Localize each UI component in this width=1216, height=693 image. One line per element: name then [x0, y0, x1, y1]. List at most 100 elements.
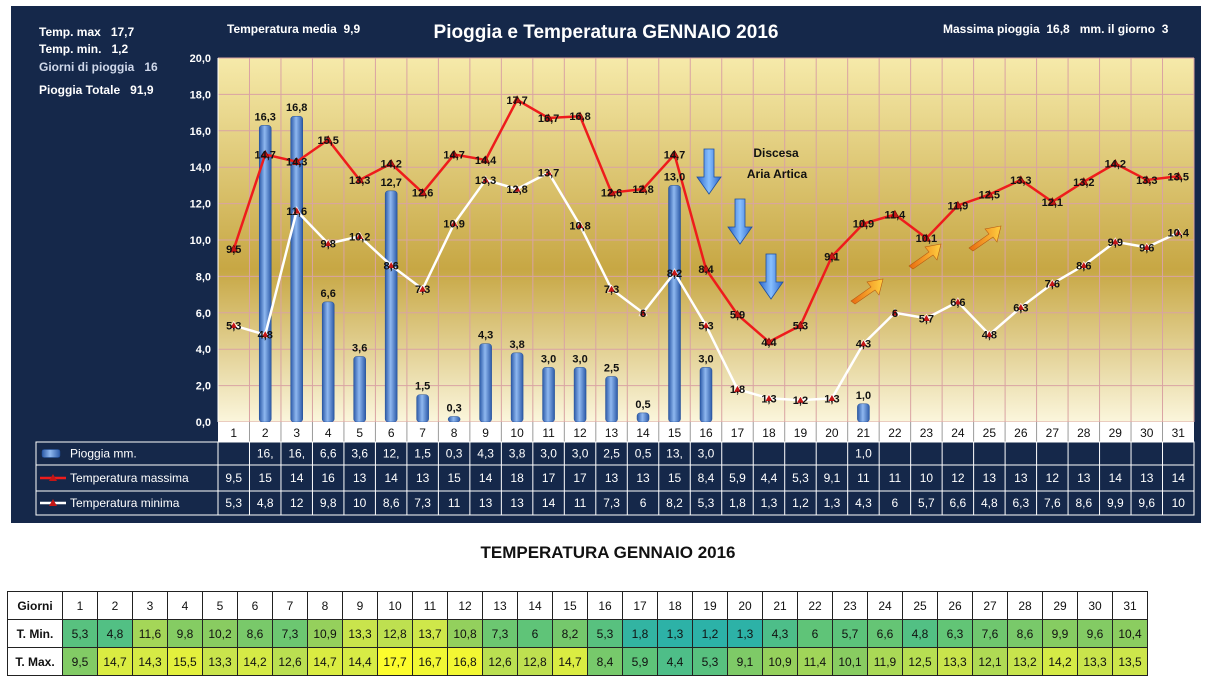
- tmax-marker: [669, 149, 680, 158]
- table-cell: 6,6: [867, 619, 903, 648]
- table-day-header: 17: [622, 591, 658, 620]
- tmin-value-label: 12,8: [506, 184, 527, 196]
- table-cell: 5,9: [622, 647, 658, 676]
- data-cell: 16,: [257, 447, 274, 461]
- table-cell: 12,5: [902, 647, 938, 676]
- data-cell: 4,8: [981, 496, 998, 510]
- stat-max-rain-day: 3: [1161, 22, 1169, 36]
- x-tick-label: 14: [636, 426, 650, 440]
- stat-tmin: Temp. min. 1,2: [39, 42, 128, 56]
- tmin-value-label: 9,8: [321, 239, 336, 251]
- tmin-marker: [449, 219, 459, 227]
- data-cell: 0,5: [635, 447, 652, 461]
- tmax-value-label: 12,6: [412, 188, 433, 200]
- tmin-value-label: 9,9: [1108, 237, 1123, 249]
- grid-layer: 0,0 2,0 4,0 6,0 8,0 10,0 12,0 14,0 16,0 18,0 20,0: [190, 53, 1195, 429]
- table-cell: 1,3: [727, 619, 763, 648]
- tmax-value-label: 10,1: [916, 233, 937, 245]
- data-cell: 11: [857, 471, 870, 485]
- data-cell: 13: [1014, 471, 1028, 485]
- data-cell: 16: [322, 471, 336, 485]
- table-cell: 8,4: [587, 647, 623, 676]
- x-tick-label: 20: [825, 426, 839, 440]
- tmin-marker: [921, 313, 931, 322]
- tmax-value-label: 13,3: [1010, 175, 1031, 187]
- data-cell: 8,4: [698, 471, 715, 485]
- tmin-value-label: 1,8: [730, 384, 745, 396]
- table-day-header: 31: [1112, 591, 1148, 620]
- stat-rain-days-value: 16: [144, 60, 158, 74]
- rain-value-label: 12,7: [380, 177, 401, 189]
- table-cell: 12,6: [272, 647, 308, 676]
- data-cell: 7,6: [1044, 496, 1061, 510]
- x-tick-label: 24: [951, 426, 965, 440]
- table-day-header: 2: [97, 591, 133, 620]
- data-cell: 16,: [288, 447, 305, 461]
- tmin-marker: [890, 308, 900, 317]
- rain-bar: [699, 367, 713, 423]
- table-cell: 10,2: [202, 619, 238, 648]
- table-day-header: 14: [517, 591, 553, 620]
- data-cell: 8,6: [1075, 496, 1092, 510]
- table-day-header: 19: [692, 591, 728, 620]
- tmax-value-label: 13,5: [1168, 171, 1189, 183]
- tmin-value-label: 1,3: [761, 393, 776, 405]
- tmin-value-label: 9,6: [1139, 242, 1154, 254]
- x-tick-label: 11: [542, 426, 555, 440]
- tmax-value-label: 12,1: [1042, 197, 1063, 209]
- data-cell: 8,6: [383, 496, 400, 510]
- data-cell: 6,6: [950, 496, 967, 510]
- data-cell: 1,0: [855, 447, 872, 461]
- tmax-marker: [1110, 158, 1120, 167]
- table-cell: 14,3: [132, 647, 168, 676]
- y-tick-label: 4,0: [196, 344, 211, 356]
- stat-tmedia-label: Temperatura media: [227, 22, 337, 36]
- data-cell: 14: [290, 471, 304, 485]
- tmax-value-label: 13,3: [349, 175, 370, 187]
- y-tick-label: 18,0: [190, 89, 211, 101]
- chart-panel: Temp. max 17,7 Temp. min. 1,2 Giorni di …: [11, 6, 1201, 523]
- arrow-down-icon: [758, 253, 784, 300]
- table-cell: 13,3: [1077, 647, 1113, 676]
- data-cell: 5,3: [792, 471, 809, 485]
- tmin-value-label: 6: [892, 308, 898, 320]
- table-cell: 5,3: [587, 619, 623, 648]
- tmax-marker: [890, 209, 900, 218]
- rain-value-label: 3,0: [698, 353, 713, 365]
- table-row-label: T. Min.: [7, 619, 63, 648]
- tmin-marker: [984, 330, 994, 338]
- tmin-value-label: 8,6: [384, 260, 399, 272]
- table-cell: 5,3: [692, 647, 728, 676]
- tmin-value-label: 8,6: [1076, 260, 1091, 272]
- table-cell: 8,6: [237, 619, 273, 648]
- legend-label: Temperatura minima: [70, 496, 180, 510]
- table-cell: 4,8: [902, 619, 938, 648]
- data-cell: 8,2: [666, 496, 683, 510]
- table-cell: 13,3: [342, 619, 378, 648]
- data-cell: 13: [1140, 471, 1154, 485]
- tmax-value-label: 4,4: [761, 337, 777, 349]
- tmax-marker: [512, 95, 522, 104]
- tmin-marker: [953, 297, 963, 306]
- table-cell: 14,2: [237, 647, 273, 676]
- table-cell: 13,7: [412, 619, 448, 648]
- data-cell: 9,1: [824, 471, 841, 485]
- tmin-value-label: 5,3: [698, 321, 713, 333]
- rain-bar: [573, 367, 587, 423]
- rain-bar: [510, 352, 524, 423]
- rain-value-label: 16,8: [286, 102, 307, 114]
- x-tick-label: 27: [1046, 426, 1060, 440]
- tmax-value-label: 10,9: [853, 219, 874, 231]
- arrow-up-icon: [908, 243, 942, 270]
- tmin-marker: [323, 239, 333, 247]
- data-cell: 5,3: [225, 496, 242, 510]
- data-cell: 4,8: [257, 496, 274, 510]
- data-cell: 13: [636, 471, 650, 485]
- x-tick-label: 21: [857, 426, 871, 440]
- y-tick-label: 8,0: [196, 271, 211, 283]
- table-day-header: 27: [972, 591, 1008, 620]
- tmin-marker: [795, 395, 805, 404]
- tmin-value-label: 10,8: [569, 220, 590, 232]
- table-day-header: 4: [167, 591, 203, 620]
- x-axis-band: [218, 422, 1194, 442]
